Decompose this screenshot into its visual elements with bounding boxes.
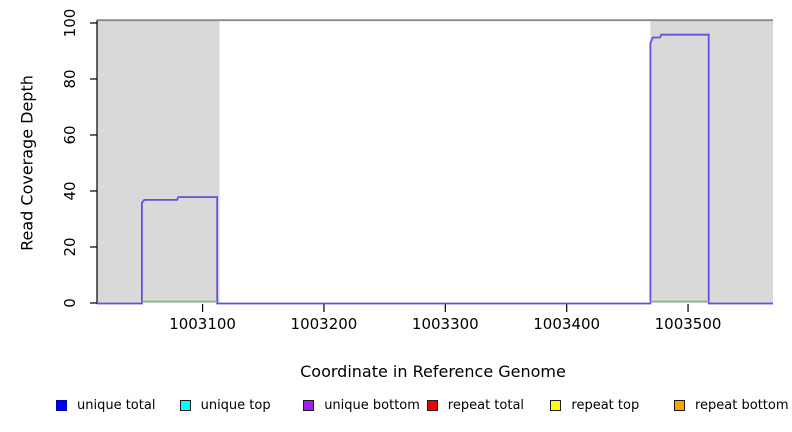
legend-item: unique top	[179, 397, 271, 413]
legend-label: repeat bottom	[695, 397, 789, 413]
x-axis-title: Coordinate in Reference Genome	[300, 362, 566, 381]
coverage-line	[97, 33, 773, 305]
legend-swatch-icon	[674, 399, 685, 411]
legend-swatch-icon	[179, 399, 191, 411]
x-tick-label: 1003400	[533, 315, 601, 333]
legend-item: unique total	[56, 397, 156, 413]
legend-item: repeat bottom	[674, 397, 789, 413]
y-axis-title: Read Coverage Depth	[17, 75, 37, 251]
legend-swatch-icon	[426, 399, 438, 411]
x-tick-label: 1003300	[411, 315, 479, 333]
legend-label: unique bottom	[324, 397, 420, 413]
shaded-region	[650, 20, 773, 303]
legend-item: repeat total	[426, 397, 525, 413]
x-tick-label: 1003100	[169, 315, 236, 333]
legend-label: repeat top	[571, 397, 640, 413]
legend-label: unique total	[77, 397, 156, 413]
legend-item: repeat top	[550, 397, 640, 413]
y-tick-label: 60	[61, 125, 79, 145]
x-tick-label: 1003200	[290, 315, 358, 333]
legend-label: unique top	[200, 397, 271, 413]
y-tick-label: 0	[61, 298, 79, 308]
y-tick-label: 80	[61, 69, 79, 89]
legend-label: repeat total	[447, 397, 525, 413]
legend-swatch-icon	[550, 399, 562, 411]
x-tick-label: 1003500	[654, 315, 722, 333]
legend-swatch-icon	[303, 399, 315, 411]
legend-swatch-icon	[56, 399, 67, 411]
y-tick-label: 100	[61, 8, 79, 38]
y-tick-label: 40	[61, 181, 79, 201]
shaded-region	[97, 20, 220, 303]
legend-item: unique bottom	[303, 397, 420, 413]
y-tick-label: 20	[61, 237, 79, 257]
